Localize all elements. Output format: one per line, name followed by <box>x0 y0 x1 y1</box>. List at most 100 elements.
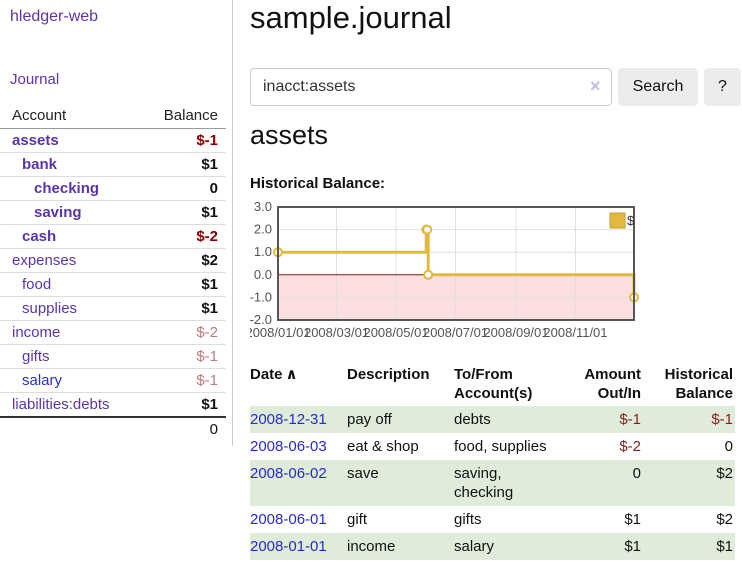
svg-text:2008/11/01: 2008/11/01 <box>543 325 607 340</box>
transaction-amount: $-1 <box>619 411 641 428</box>
transaction-date-link[interactable]: 2008-01-01 <box>250 538 327 555</box>
transaction-date-link[interactable]: 2008-06-01 <box>250 511 327 528</box>
search-input[interactable] <box>250 68 612 106</box>
svg-text:2008/07/01: 2008/07/01 <box>423 325 488 340</box>
transaction-description: eat & shop <box>347 438 419 455</box>
account-balance: $1 <box>144 152 226 177</box>
account-row: salary $-1 <box>0 368 226 393</box>
account-balance: $1 <box>144 272 226 297</box>
account-balance: $-2 <box>144 320 226 345</box>
svg-text:2008/05/01: 2008/05/01 <box>363 325 428 340</box>
transaction-row[interactable]: 2008-12-31 pay off debts $-1 $-1 <box>250 406 735 433</box>
account-row: expenses $2 <box>0 248 226 273</box>
account-column-header: Account <box>0 104 145 129</box>
svg-text:2008/03/01: 2008/03/01 <box>304 325 369 340</box>
account-link-cash[interactable]: cash <box>22 228 57 245</box>
transaction-description: gift <box>347 511 368 528</box>
plot-border <box>277 206 635 321</box>
search-form: × Search ? <box>250 68 742 106</box>
account-balance: 0 <box>144 176 226 201</box>
account-link-food[interactable]: food <box>22 276 52 293</box>
transactions-header-row: Date ∧ Description To/From Account(s) Amo… <box>250 362 735 406</box>
transaction-description: save <box>347 465 379 482</box>
account-balance: $1 <box>144 392 226 418</box>
transaction-balance: $2 <box>716 465 733 482</box>
transaction-date-link[interactable]: 2008-06-03 <box>250 438 327 455</box>
account-row: cash $-2 <box>0 224 226 249</box>
date-column-header[interactable]: Date ∧ <box>250 366 298 383</box>
transaction-date-link[interactable]: 2008-06-02 <box>250 465 327 482</box>
app-title-link[interactable]: hledger-web <box>10 8 99 25</box>
transaction-balance: $-1 <box>711 411 733 428</box>
account-link-supplies[interactable]: supplies <box>22 300 78 317</box>
account-row: checking 0 <box>0 176 226 201</box>
help-button[interactable]: ? <box>704 68 741 106</box>
transaction-balance: 0 <box>724 438 733 455</box>
svg-text:2008/01/01: 2008/01/01 <box>250 325 311 340</box>
account-link-assets[interactable]: assets <box>12 132 59 149</box>
account-link-bank[interactable]: bank <box>22 156 58 173</box>
account-balance: $-1 <box>144 368 226 393</box>
accounts-table: Account Balance assets $-1 bank $1 check… <box>0 104 226 441</box>
account-balance: $-1 <box>144 344 226 369</box>
chart-title: Historical Balance: <box>250 175 386 192</box>
transaction-accounts: gifts <box>454 511 482 528</box>
account-balance: $-1 <box>144 128 226 153</box>
accounts-column-header: To/From Account(s) <box>454 366 533 402</box>
svg-text:3.0: 3.0 <box>254 200 272 214</box>
transaction-description: income <box>347 538 396 555</box>
account-row: liabilities:debts $1 <box>0 392 226 418</box>
transaction-accounts: saving, checking <box>454 465 514 501</box>
account-row: bank $1 <box>0 152 226 177</box>
balance-column-header: Historical Balance <box>664 366 733 402</box>
clear-search-icon[interactable]: × <box>590 76 601 96</box>
transaction-amount: $1 <box>624 511 641 528</box>
transaction-balance: $1 <box>716 538 733 555</box>
account-row: supplies $1 <box>0 296 226 321</box>
legend-label: $ <box>627 213 635 228</box>
transaction-row[interactable]: 2008-06-03 eat & shop food, supplies $-2… <box>250 433 735 460</box>
svg-text:-1.0: -1.0 <box>250 289 272 304</box>
account-link-saving[interactable]: saving <box>34 204 82 221</box>
account-balance: $1 <box>144 296 226 321</box>
svg-text:0.0: 0.0 <box>254 267 272 282</box>
account-link-salary[interactable]: salary <box>22 372 63 389</box>
account-heading: assets <box>250 120 329 150</box>
account-link-gifts[interactable]: gifts <box>22 348 50 365</box>
sidebar: hledger-web Journal Account Balance asse… <box>0 0 233 446</box>
transaction-date-link[interactable]: 2008-12-31 <box>250 411 327 428</box>
account-link-checking[interactable]: checking <box>34 180 100 197</box>
description-column-header: Description <box>347 366 430 383</box>
transaction-accounts: debts <box>454 411 491 428</box>
search-button[interactable]: Search <box>618 68 698 106</box>
sort-ascending-icon: ∧ <box>285 366 298 383</box>
sidebar-item-journal[interactable]: Journal <box>10 71 60 88</box>
balance-chart: 3.0 2.0 1.0 0.0 -1.0 -2.02008/01/012008/03/01… <box>250 200 639 340</box>
accounts-total-row: 0 <box>0 416 226 441</box>
transaction-amount: $1 <box>624 538 641 555</box>
account-balance: $1 <box>144 200 226 225</box>
transaction-balance: $2 <box>716 511 733 528</box>
account-balance: $-2 <box>144 224 226 249</box>
svg-text:-2.0: -2.0 <box>250 312 272 327</box>
account-row: assets $-1 <box>0 128 226 153</box>
account-row: saving $1 <box>0 200 226 225</box>
legend-swatch <box>609 212 626 229</box>
account-row: income $-2 <box>0 320 226 345</box>
account-link-income[interactable]: income <box>12 324 61 341</box>
account-link-expenses[interactable]: expenses <box>12 252 77 269</box>
accounts-total-balance: 0 <box>144 416 226 441</box>
amount-column-header: Amount Out/In <box>584 366 641 402</box>
transaction-row[interactable]: 2008-06-01 gift gifts $1 $2 <box>250 506 735 533</box>
transactions-table: Date ∧ Description To/From Account(s) Amo… <box>250 362 735 560</box>
transaction-accounts: food, supplies <box>454 438 547 455</box>
accounts-table-header: Account Balance <box>0 104 226 129</box>
transaction-row[interactable]: 2008-01-01 income salary $1 $1 <box>250 533 735 560</box>
svg-text:2.0: 2.0 <box>254 222 272 237</box>
transaction-row[interactable]: 2008-06-02 save saving, checking 0 $2 <box>250 460 735 506</box>
account-link-liabilities-debts[interactable]: liabilities:debts <box>12 396 110 413</box>
account-row: gifts $-1 <box>0 344 226 369</box>
svg-text:2008/09/01: 2008/09/01 <box>483 325 548 340</box>
transaction-accounts: salary <box>454 538 495 555</box>
balance-column-header: Balance <box>144 104 226 129</box>
